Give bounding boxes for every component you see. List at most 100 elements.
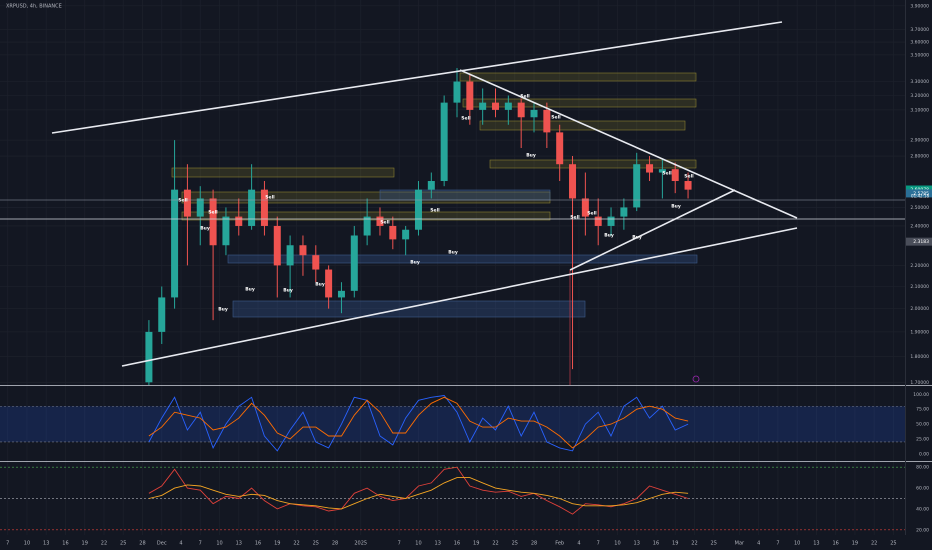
y-tick-label: 2.00000 (910, 306, 929, 312)
candle-body (581, 198, 589, 217)
candle-body (171, 189, 179, 298)
axes: 7 10 13 16 19 22 25 28 Dec 4 7 10 13 16 19 22 25 28 2025 7 1… (6, 3, 932, 547)
x-tick-label: 16 (255, 541, 261, 547)
candle-body (158, 297, 166, 332)
indicator-line (148, 395, 689, 452)
channel-bottom (121, 227, 798, 367)
y-tick-label: 0.00 (919, 451, 929, 457)
signal-label: Sell (684, 174, 694, 180)
triangle-top (459, 69, 798, 219)
zones (171, 72, 698, 318)
y-tick-label: 3.20000 (910, 93, 929, 99)
x-tick-label: 16 (653, 541, 659, 547)
candle-body (504, 102, 512, 110)
y-tick-label: 3.70000 (910, 27, 929, 33)
signal-label: Sell (430, 208, 440, 214)
x-tick-label: 16 (832, 541, 838, 547)
indicators (0, 395, 905, 531)
y-tick-label: 50.00 (916, 422, 929, 428)
supply-zone (171, 167, 395, 178)
y-tick-label: 1.70000 (910, 380, 929, 386)
signal-label: Sell (265, 195, 275, 201)
candle-body (479, 102, 487, 110)
candle-body (273, 225, 281, 266)
price-marker (906, 189, 932, 198)
y-tick-label: 100.00 (913, 392, 929, 398)
x-tick-label: 22 (492, 541, 498, 547)
x-tick-label: 28 (139, 541, 145, 547)
y-tick-label: 40.00 (916, 506, 929, 512)
candle-body (222, 216, 230, 246)
signal-label: Buy (283, 288, 293, 294)
y-tick-label: 2.80000 (910, 154, 929, 160)
y-tick-label: 3.30000 (910, 79, 929, 85)
candle-body (337, 290, 345, 298)
signal-label: Sell (662, 171, 672, 177)
signal-label: Buy (315, 282, 325, 288)
x-tick-label: 22 (293, 541, 299, 547)
triangle-bottom (569, 189, 736, 271)
signal-label: Buy (632, 235, 642, 241)
y-tick-label: 1.80000 (910, 354, 929, 360)
x-tick-label: 4 (577, 541, 580, 547)
signal-label: Buy (410, 260, 420, 266)
y-tick-label: 60.00 (916, 486, 929, 492)
x-tick-label: 7 (597, 541, 600, 547)
candle-body (530, 109, 538, 118)
x-tick-label: 19 (672, 541, 678, 547)
x-tick-label: 19 (852, 541, 858, 547)
candles (145, 67, 692, 385)
candle-body (440, 102, 448, 182)
candle-body (235, 216, 243, 226)
candle-body (620, 207, 628, 217)
price-marker-label: 2.5785 (913, 191, 929, 197)
supply-zone (479, 120, 686, 131)
x-tick-label: 22 (871, 541, 877, 547)
signal-label: Buy (671, 204, 681, 210)
candle-body (427, 181, 435, 190)
y-tick-label: 3.10000 (910, 107, 929, 113)
indicator-line (148, 396, 689, 449)
x-tick-label: 13 (813, 541, 819, 547)
x-tick-label: 25 (890, 541, 896, 547)
x-tick-label: 13 (43, 541, 49, 547)
demand-zone (232, 300, 586, 318)
signal-label: Buy (218, 307, 228, 313)
channel-top (51, 21, 783, 134)
x-tick-label: 13 (236, 541, 242, 547)
x-tick-label: 7 (199, 541, 202, 547)
y-tick-label: 1.90000 (910, 329, 929, 335)
x-tick-label: 16 (62, 541, 68, 547)
candle-body (607, 216, 615, 226)
y-tick-label: 2.10000 (910, 284, 929, 290)
indicator-line (148, 477, 689, 510)
supply-zone (459, 72, 697, 82)
x-tick-label: 19 (274, 541, 280, 547)
x-tick-label: 7 (6, 541, 9, 547)
x-tick-label: 25 (313, 541, 319, 547)
signal-label: Sell (570, 215, 580, 221)
y-tick-label: 2.40000 (910, 223, 929, 229)
y-tick-label: 3.50000 (910, 52, 929, 58)
candle-body (325, 269, 333, 298)
x-tick-label: 2025 (354, 541, 367, 547)
candle-body (209, 198, 217, 246)
countdown: 01:42:18 (911, 194, 929, 199)
x-tick-label: 4 (757, 541, 760, 547)
x-tick-label: 7 (776, 541, 779, 547)
x-tick-label: 25 (120, 541, 126, 547)
x-tick-label: 7 (398, 541, 401, 547)
x-tick-label: 16 (454, 541, 460, 547)
signal-label: Sell (587, 211, 597, 217)
candle-body (402, 229, 410, 240)
y-tick-label: 75.00 (916, 407, 929, 413)
signal-label: Sell (178, 198, 188, 204)
x-tick-label: Mar (735, 541, 745, 547)
signals: Sell Buy Sell Sell Buy Buy Buy Buy Sell Buy Sell Bu… (178, 94, 694, 313)
indicator-line (148, 466, 689, 515)
candle-body (569, 164, 577, 199)
x-tick-label: 13 (435, 541, 441, 547)
candle-body (363, 216, 371, 236)
candle-body (183, 189, 191, 217)
